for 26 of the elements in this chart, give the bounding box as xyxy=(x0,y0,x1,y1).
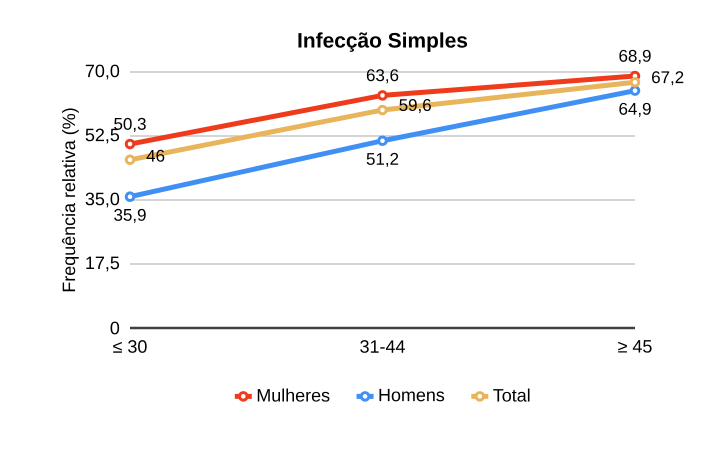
x-tick-label: ≤ 30 xyxy=(113,340,147,353)
chart-title: Infecção Simples xyxy=(298,32,468,52)
data-label: 51,2 xyxy=(366,152,398,167)
y-tick-label: 17,5 xyxy=(86,256,120,272)
y-tick-label: 70,0 xyxy=(86,64,120,80)
point xyxy=(124,138,136,150)
data-label: 64,9 xyxy=(619,102,651,117)
legend-label: Homens xyxy=(380,388,444,402)
point xyxy=(377,104,388,116)
point xyxy=(630,85,640,96)
point xyxy=(377,90,388,101)
y-tick-label: 35,0 xyxy=(86,192,120,208)
x-tick-label: 31-44 xyxy=(360,340,405,353)
data-label: 68,9 xyxy=(619,50,651,64)
point xyxy=(377,135,388,146)
data-label: 63,6 xyxy=(366,69,398,84)
legend-label: Total xyxy=(493,388,530,402)
point xyxy=(124,191,136,202)
data-label: 67,2 xyxy=(652,71,684,86)
point xyxy=(630,76,640,88)
legend-label: Mulheres xyxy=(258,388,330,402)
y-axis-title: Frequência relativa (%) xyxy=(62,108,79,292)
data-label: 35,9 xyxy=(114,208,146,223)
point xyxy=(124,154,136,166)
y-tick-label: 0 xyxy=(110,322,120,334)
x-tick-label: ≥ 45 xyxy=(618,340,652,353)
